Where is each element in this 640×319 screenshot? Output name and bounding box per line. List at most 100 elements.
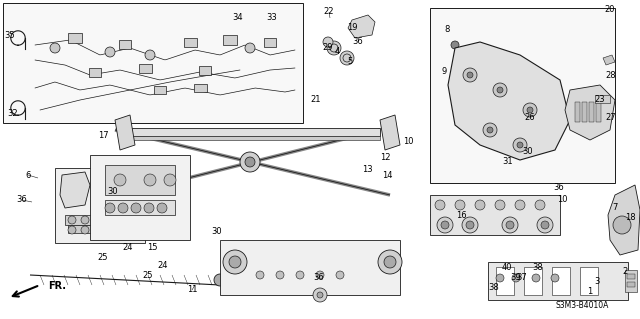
Circle shape — [517, 142, 523, 148]
Circle shape — [483, 123, 497, 137]
Circle shape — [68, 226, 76, 234]
Text: 9: 9 — [442, 68, 447, 77]
Bar — [223, 35, 237, 45]
Text: 36: 36 — [554, 183, 564, 192]
Text: 39: 39 — [511, 273, 522, 283]
Circle shape — [515, 200, 525, 210]
Bar — [139, 64, 152, 73]
Bar — [596, 102, 601, 122]
Circle shape — [502, 217, 518, 233]
Circle shape — [551, 274, 559, 282]
Circle shape — [513, 138, 527, 152]
Text: 16: 16 — [456, 211, 467, 219]
Bar — [154, 86, 166, 94]
Circle shape — [214, 274, 226, 286]
Bar — [589, 102, 594, 122]
Circle shape — [105, 203, 115, 213]
Bar — [130, 136, 380, 140]
Circle shape — [462, 217, 478, 233]
Circle shape — [164, 174, 176, 186]
Polygon shape — [608, 185, 640, 255]
Circle shape — [323, 37, 333, 47]
Circle shape — [316, 271, 324, 279]
Circle shape — [245, 157, 255, 167]
Polygon shape — [380, 115, 400, 150]
Circle shape — [105, 47, 115, 57]
Polygon shape — [115, 115, 135, 150]
Text: 14: 14 — [381, 170, 392, 180]
Bar — [68, 33, 82, 43]
Text: 36: 36 — [17, 196, 28, 204]
Text: 34: 34 — [233, 13, 243, 23]
Circle shape — [50, 43, 60, 53]
Bar — [65, 215, 95, 225]
Circle shape — [336, 271, 344, 279]
Text: 37: 37 — [516, 273, 527, 283]
Circle shape — [327, 41, 341, 55]
Circle shape — [256, 271, 264, 279]
Circle shape — [496, 274, 504, 282]
Text: 5: 5 — [348, 57, 353, 66]
Bar — [264, 38, 276, 47]
Text: 32: 32 — [8, 108, 19, 117]
Circle shape — [296, 271, 304, 279]
Circle shape — [114, 174, 126, 186]
Bar — [430, 195, 560, 235]
Bar — [105, 165, 175, 195]
Text: 36: 36 — [314, 273, 324, 283]
Bar — [220, 240, 400, 295]
Bar — [89, 68, 101, 77]
Bar — [194, 84, 207, 92]
Polygon shape — [603, 55, 615, 65]
Text: 26: 26 — [525, 114, 535, 122]
Bar — [580, 267, 598, 295]
Bar — [199, 66, 211, 75]
Bar — [105, 200, 175, 215]
Circle shape — [512, 274, 520, 282]
Circle shape — [276, 271, 284, 279]
Bar — [552, 267, 570, 295]
Text: 27: 27 — [605, 114, 616, 122]
Circle shape — [81, 226, 89, 234]
Text: 20: 20 — [605, 5, 615, 14]
Circle shape — [493, 83, 507, 97]
Bar — [575, 102, 580, 122]
Circle shape — [455, 200, 465, 210]
Bar — [627, 282, 635, 287]
Circle shape — [313, 288, 327, 302]
Bar — [184, 38, 197, 47]
Bar — [430, 8, 615, 183]
Circle shape — [466, 221, 474, 229]
Circle shape — [317, 292, 323, 298]
Text: 15: 15 — [147, 243, 157, 253]
Bar — [582, 102, 587, 122]
Text: 10: 10 — [403, 137, 413, 146]
Circle shape — [497, 87, 503, 93]
Circle shape — [435, 200, 445, 210]
Circle shape — [144, 174, 156, 186]
Circle shape — [245, 43, 255, 53]
Text: 24: 24 — [157, 261, 168, 270]
Text: 40: 40 — [502, 263, 512, 272]
Circle shape — [145, 50, 155, 60]
Text: 7: 7 — [612, 204, 618, 212]
Bar — [627, 274, 635, 279]
Bar — [3, 3, 303, 123]
Circle shape — [157, 203, 167, 213]
Circle shape — [223, 250, 247, 274]
Text: 24: 24 — [123, 243, 133, 253]
Circle shape — [532, 274, 540, 282]
Text: 11: 11 — [187, 286, 197, 294]
Text: 38: 38 — [532, 263, 543, 272]
Circle shape — [229, 256, 241, 268]
Circle shape — [527, 107, 533, 113]
Text: 6: 6 — [26, 170, 31, 180]
Text: 23: 23 — [595, 95, 605, 105]
Circle shape — [240, 152, 260, 172]
Circle shape — [495, 200, 505, 210]
Polygon shape — [348, 15, 375, 38]
Text: S3M3-B4010A: S3M3-B4010A — [555, 300, 609, 309]
Polygon shape — [60, 172, 90, 208]
Bar — [90, 155, 190, 240]
Text: 28: 28 — [605, 70, 616, 79]
